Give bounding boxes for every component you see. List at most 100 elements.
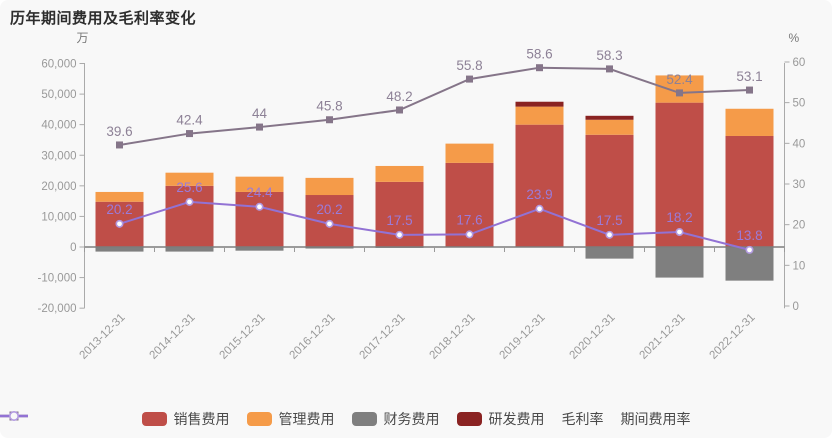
x-axis-category-label: 2013-12-31	[78, 312, 128, 362]
marker-square-毛利率	[186, 130, 193, 138]
left-axis-tick-label: 0	[70, 242, 76, 254]
x-axis-category-label: 2022-12-31	[708, 312, 758, 362]
legend-item-财务费用[interactable]: 财务费用	[351, 409, 440, 429]
value-label-毛利率: 55.8	[456, 58, 482, 73]
bar-segment-管理费用	[515, 106, 564, 125]
marker-square-毛利率	[606, 65, 613, 73]
bar-segment-管理费用	[375, 165, 424, 182]
bar-segment-管理费用	[725, 108, 774, 136]
marker-circle-期间费用率	[395, 230, 404, 239]
value-label-期间费用率: 20.2	[106, 202, 132, 217]
bar-segment-管理费用	[445, 143, 494, 163]
legend-label: 销售费用	[173, 411, 230, 427]
legend-label: 研发费用	[488, 411, 545, 427]
bar-segment-管理费用	[305, 177, 354, 196]
bar-segment-管理费用	[655, 75, 704, 103]
left-axis-tick-label: 40,000	[41, 120, 76, 132]
right-axis-tick-label: 10	[793, 260, 806, 272]
right-axis-tick-label: 30	[793, 179, 806, 191]
x-axis-category-label: 2014-12-31	[148, 312, 198, 362]
value-label-毛利率: 39.6	[106, 124, 132, 139]
bar-segment-销售费用	[655, 102, 704, 247]
value-label-期间费用率: 17.5	[596, 213, 622, 228]
bar-segment-财务费用	[95, 247, 144, 252]
left-axis-tick-label: 30,000	[41, 150, 76, 162]
legend-item-期间费用率[interactable]: 期间费用率	[0, 409, 691, 429]
bar-segment-研发费用	[585, 115, 634, 120]
line-期间费用率	[119, 200, 750, 251]
left-axis-tick-label: 10,000	[41, 211, 76, 223]
marker-circle-期间费用率	[745, 245, 754, 254]
left-axis-tick-label: 60,000	[41, 59, 76, 71]
x-axis-category-label: 2018-12-31	[428, 312, 478, 362]
bar-segment-财务费用	[305, 247, 354, 249]
legend-label: 管理费用	[278, 411, 335, 427]
value-label-期间费用率: 17.6	[456, 212, 482, 227]
marker-circle-期间费用率	[325, 219, 334, 228]
value-label-毛利率: 48.2	[386, 89, 412, 104]
bar-segment-管理费用	[165, 172, 214, 186]
legend: 销售费用 管理费用 财务费用 研发费用 毛利率 期间费用率	[0, 409, 832, 429]
marker-square-毛利率	[116, 141, 123, 149]
marker-circle-期间费用率	[115, 219, 124, 228]
x-axis-category-label: 2019-12-31	[498, 312, 548, 362]
value-label-期间费用率: 13.8	[736, 228, 762, 243]
value-label-毛利率: 53.1	[736, 69, 762, 84]
legend-label: 毛利率	[561, 411, 604, 427]
marker-square-毛利率	[466, 75, 473, 83]
bar-segment-财务费用	[655, 247, 704, 278]
legend-swatch-icon	[141, 412, 167, 426]
marker-square-毛利率	[396, 106, 403, 114]
legend-item-销售费用[interactable]: 销售费用	[141, 409, 230, 429]
marker-circle-期间费用率	[535, 204, 544, 213]
value-label-期间费用率: 18.2	[666, 210, 692, 225]
legend-swatch-icon	[351, 412, 377, 426]
marker-circle-期间费用率	[255, 202, 264, 211]
bar-segment-销售费用	[585, 134, 634, 247]
bar-segment-销售费用	[165, 185, 214, 247]
left-axis-tick-label: -20,000	[37, 303, 76, 315]
left-axis-unit: 万	[76, 31, 88, 45]
legend-line-circle-icon	[0, 411, 28, 421]
right-axis-tick-label: 20	[793, 220, 806, 232]
value-label-毛利率: 42.4	[176, 113, 203, 128]
left-axis-tick-label: -10,000	[37, 273, 76, 285]
right-axis-unit: %	[789, 31, 800, 45]
value-label-毛利率: 58.3	[596, 48, 622, 63]
marker-square-毛利率	[746, 86, 753, 94]
x-axis-category-label: 2020-12-31	[568, 312, 618, 362]
legend-swatch-icon	[246, 412, 272, 426]
chart-title: 历年期间费用及毛利率变化	[10, 10, 197, 27]
value-label-期间费用率: 23.9	[526, 187, 552, 202]
value-label-毛利率: 52.4	[666, 72, 693, 87]
value-label-毛利率: 45.8	[316, 99, 342, 114]
value-label-毛利率: 58.6	[526, 47, 552, 62]
legend-item-管理费用[interactable]: 管理费用	[246, 409, 335, 429]
marker-square-毛利率	[536, 64, 543, 72]
bar-segment-管理费用	[235, 176, 284, 192]
legend-item-研发费用[interactable]: 研发费用	[456, 409, 545, 429]
marker-square-毛利率	[326, 116, 333, 124]
bar-segment-管理费用	[95, 191, 144, 202]
right-axis-tick-label: 0	[793, 301, 799, 313]
marker-square-毛利率	[676, 89, 683, 97]
x-axis-category-label: 2021-12-31	[638, 312, 688, 362]
value-label-期间费用率: 17.5	[386, 213, 412, 228]
x-axis-category-label: 2015-12-31	[218, 312, 268, 362]
line-毛利率	[119, 66, 750, 146]
left-axis-tick-label: 20,000	[41, 181, 76, 193]
bar-segment-销售费用	[515, 124, 564, 247]
bar-segment-销售费用	[725, 135, 774, 247]
legend-swatch-icon	[456, 412, 482, 426]
value-label-期间费用率: 24.4	[246, 185, 273, 200]
legend-item-毛利率[interactable]: 毛利率	[0, 409, 604, 429]
marker-circle-期间费用率	[185, 197, 194, 206]
bar-segment-财务费用	[585, 247, 634, 259]
marker-circle-期间费用率	[465, 230, 474, 239]
value-label-期间费用率: 20.2	[316, 202, 342, 217]
bar-segment-销售费用	[235, 191, 284, 247]
right-axis-tick-label: 50	[793, 98, 806, 110]
value-label-期间费用率: 25.6	[176, 180, 202, 195]
